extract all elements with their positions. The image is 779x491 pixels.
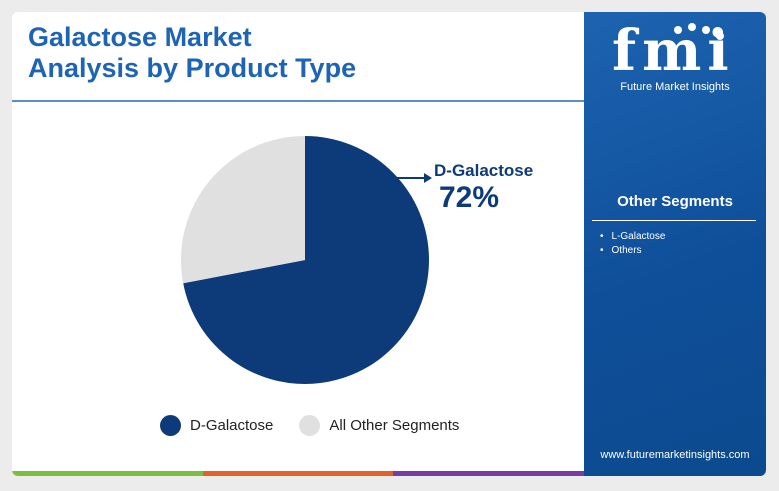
sidebar-panel: fmi Future Market Insights Other Segment… — [584, 12, 766, 476]
page-title: Galactose Market Analysis by Product Typ… — [28, 22, 356, 84]
pie-chart: D-Galactose 72% — [181, 136, 533, 384]
website-url: www.futuremarketinsights.com — [600, 449, 750, 461]
logo-dot-icon — [716, 32, 724, 40]
title-line-1: Galactose Market — [28, 22, 252, 52]
legend-label-d-galactose: D-Galactose — [190, 417, 274, 434]
accent-segment-orange — [202, 471, 394, 476]
callout-label: D-Galactose — [434, 161, 533, 180]
logo-wordmark: fmi — [612, 20, 735, 82]
list-item: Others — [600, 244, 665, 258]
logo-dot-icon — [702, 26, 710, 34]
other-segments-heading: Other Segments — [617, 193, 733, 210]
legend-label-other-segments: All Other Segments — [329, 417, 460, 434]
chart-legend: D-Galactose All Other Segments — [160, 415, 485, 436]
logo-dot-icon — [674, 26, 682, 34]
list-item: L-Galactose — [600, 230, 666, 244]
title-divider — [12, 100, 584, 102]
pie-slice-d-galactose — [183, 136, 430, 384]
title-line-2: Analysis by Product Type — [28, 53, 357, 83]
legend-item-other-segments: All Other Segments — [299, 415, 459, 436]
legend-swatch-other-segments — [299, 415, 321, 436]
accent-segment-purple — [393, 471, 585, 476]
logo-dot-icon — [688, 23, 696, 31]
legend-swatch-d-galactose — [160, 415, 181, 436]
fmi-logo: fmi — [612, 20, 735, 82]
pie-slice-all-other-segments — [181, 136, 305, 284]
callout-value: 72% — [439, 181, 499, 214]
other-segments-list: L-Galactose Others — [600, 230, 666, 258]
bottom-accent-bar — [12, 471, 585, 476]
sidebar-divider — [592, 220, 756, 221]
callout-arrow-head — [424, 173, 432, 183]
logo-subtitle: Future Market Insights — [620, 81, 730, 93]
accent-segment-green — [12, 471, 203, 476]
legend-item-d-galactose: D-Galactose — [160, 415, 273, 436]
report-card: Galactose Market Analysis by Product Typ… — [12, 12, 766, 476]
